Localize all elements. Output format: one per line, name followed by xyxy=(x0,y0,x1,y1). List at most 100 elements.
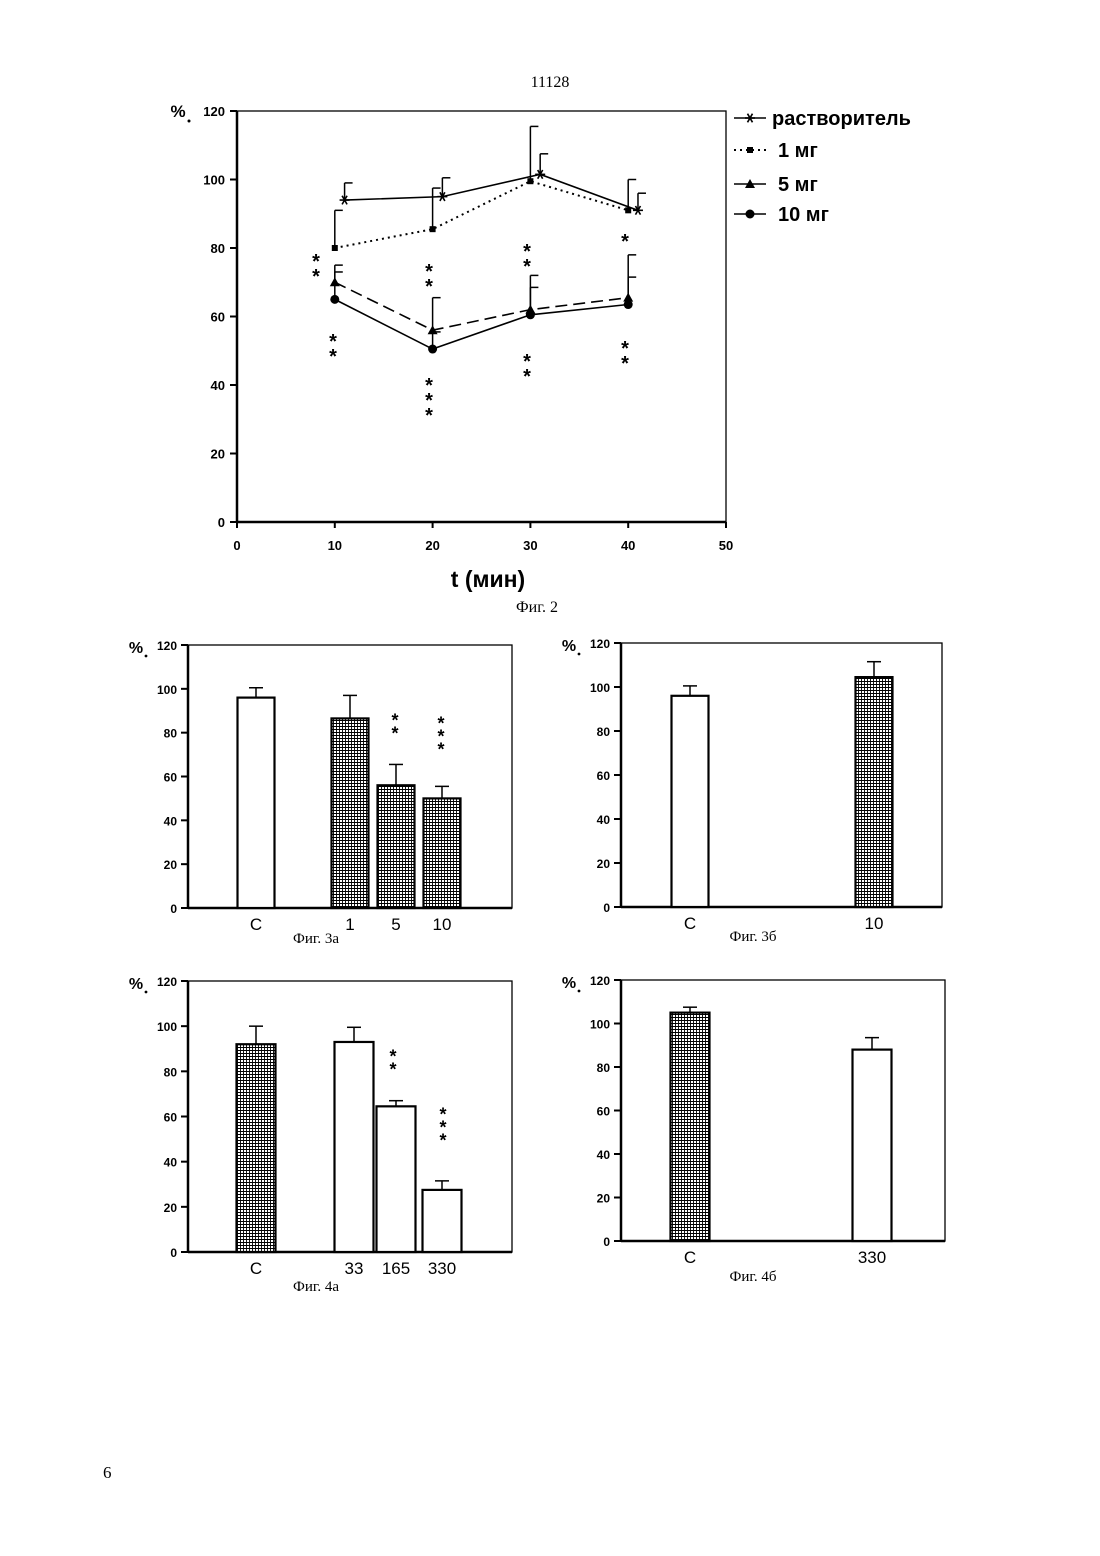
y-tick-label: 20 xyxy=(597,1192,611,1206)
x-tick-label: 10 xyxy=(865,914,884,933)
fig4b-bar-chart: 020406080100120%C330Фиг. 4б xyxy=(562,974,945,1285)
bar xyxy=(853,1050,892,1241)
series-line xyxy=(335,299,628,349)
sig-5mg-30min: ** xyxy=(523,241,531,278)
bar xyxy=(378,785,415,908)
bar xyxy=(672,696,709,907)
y-axis-label: % xyxy=(562,638,576,655)
figure-caption: Фиг. 3б xyxy=(730,929,777,945)
marker-square xyxy=(527,178,533,184)
x-tick-label: 5 xyxy=(391,915,400,934)
x-tick-label: 10 xyxy=(328,538,342,553)
marker-star xyxy=(745,114,755,123)
star-mark: * xyxy=(621,353,629,375)
sig-5mg-10min: ** xyxy=(312,251,320,288)
series-2 xyxy=(330,255,636,334)
x-tick-label: C xyxy=(250,1259,262,1278)
bar xyxy=(424,798,461,908)
bar xyxy=(335,1042,374,1252)
y-tick-label: 120 xyxy=(157,639,177,653)
x-tick-label: 40 xyxy=(621,538,635,553)
figure-caption: Фиг. 2 xyxy=(516,599,558,616)
y-tick-label: 40 xyxy=(211,378,225,393)
x-tick-label: C xyxy=(684,914,696,933)
y-tick-label: 80 xyxy=(597,725,611,739)
y-tick-label: 20 xyxy=(211,447,225,462)
star-mark: * xyxy=(329,346,337,368)
y-axis-label: % xyxy=(129,640,143,657)
x-tick-label: 1 xyxy=(345,915,354,934)
x-tick-label: 165 xyxy=(382,1259,410,1278)
marker-square xyxy=(747,147,753,153)
percent-dot xyxy=(145,991,148,994)
series-line xyxy=(345,174,638,210)
y-tick-label: 0 xyxy=(170,1246,177,1260)
marker-circle xyxy=(526,310,535,319)
plot-frame xyxy=(621,643,942,907)
marker-circle xyxy=(746,210,755,219)
x-tick-label: 50 xyxy=(719,538,733,553)
star-mark: * xyxy=(389,1060,396,1080)
y-tick-label: 0 xyxy=(218,515,225,530)
y-tick-label: 80 xyxy=(164,727,178,741)
y-tick-label: 60 xyxy=(597,769,611,783)
star-mark: * xyxy=(437,740,444,760)
y-tick-label: 100 xyxy=(590,681,610,695)
series-1 xyxy=(332,126,636,251)
y-tick-label: 100 xyxy=(157,1020,177,1034)
y-tick-label: 60 xyxy=(597,1105,611,1119)
legend-label: 1 мг xyxy=(778,140,818,162)
x-tick-label: 10 xyxy=(433,915,452,934)
x-tick-label: 0 xyxy=(233,538,240,553)
sig-10mg-20min: *** xyxy=(425,375,433,427)
marker-circle xyxy=(330,295,339,304)
x-tick-label: 330 xyxy=(858,1248,886,1267)
bar xyxy=(238,698,275,908)
bar xyxy=(856,677,893,907)
y-tick-label: 0 xyxy=(170,902,177,916)
y-axis-label: % xyxy=(170,102,185,121)
legend: растворитель1 мг5 мг10 мг xyxy=(734,108,911,226)
y-tick-label: 20 xyxy=(164,1201,178,1215)
fig4a-bar-chart: 020406080100120%C33165330Фиг. 4а xyxy=(129,975,512,1295)
sig-10mg-30min: ** xyxy=(523,351,531,388)
plot-frame xyxy=(237,111,726,522)
bar xyxy=(237,1044,276,1252)
y-tick-label: 40 xyxy=(597,1148,611,1162)
y-tick-label: 80 xyxy=(164,1065,178,1079)
star-mark: * xyxy=(312,266,320,288)
y-tick-label: 60 xyxy=(211,310,225,325)
marker-square xyxy=(625,207,631,213)
y-tick-label: 120 xyxy=(203,104,225,119)
figure-caption: Фиг. 4а xyxy=(293,1279,339,1295)
figure-caption: Фиг. 4б xyxy=(730,1269,777,1285)
y-tick-label: 80 xyxy=(211,241,225,256)
y-tick-label: 100 xyxy=(157,683,177,697)
percent-dot xyxy=(145,655,148,658)
y-axis-label: % xyxy=(562,975,576,992)
sig-5mg-20min: ** xyxy=(425,261,433,298)
figure-caption: Фиг. 3а xyxy=(293,931,339,947)
legend-label: 10 мг xyxy=(778,204,829,226)
y-tick-label: 100 xyxy=(590,1018,610,1032)
y-tick-label: 60 xyxy=(164,771,178,785)
marker-square xyxy=(332,245,338,251)
fig2-line-chart: 02040608010012001020304050%t (мин)Фиг. 2… xyxy=(170,102,911,616)
fig3b-bar-chart: 020406080100120%C10Фиг. 3б xyxy=(562,637,942,945)
y-tick-label: 40 xyxy=(597,813,611,827)
legend-label: растворитель xyxy=(772,108,911,130)
sig-5mg-40min: * xyxy=(621,231,629,253)
y-tick-label: 100 xyxy=(203,173,225,188)
bar xyxy=(377,1106,416,1252)
y-tick-label: 0 xyxy=(603,1235,610,1249)
series-line xyxy=(335,282,628,330)
y-tick-label: 40 xyxy=(164,1156,178,1170)
star-mark: * xyxy=(621,231,629,253)
x-tick-label: C xyxy=(250,915,262,934)
x-tick-label: 330 xyxy=(428,1259,456,1278)
star-mark: * xyxy=(391,724,398,744)
marker-circle xyxy=(428,345,437,354)
sig-10mg-10min: ** xyxy=(329,331,337,368)
bar xyxy=(423,1190,462,1252)
